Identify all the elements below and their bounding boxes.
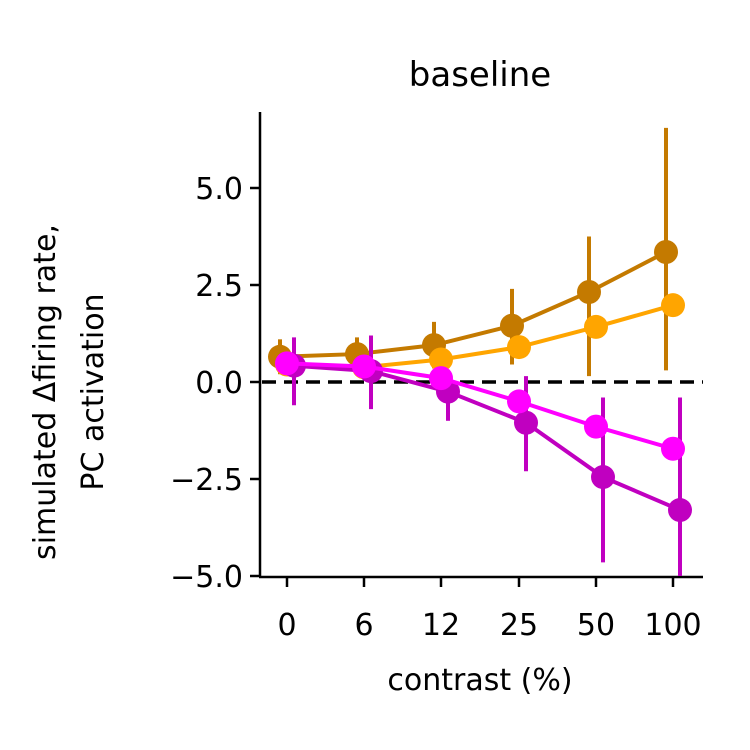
data-point: [514, 410, 538, 435]
y-axis-label-line-2: PC activation: [76, 293, 111, 490]
series-line: [286, 361, 674, 451]
data-point: [429, 347, 453, 372]
series-4: [282, 335, 692, 576]
chart-title: baseline: [409, 55, 551, 95]
y-axis-label: simulated Δfiring rate, PC activation: [28, 224, 111, 560]
data-point: [429, 366, 453, 391]
y-tick-label: −5.0: [170, 560, 243, 595]
y-ticks: −5.0 −2.5 0.0 2.5 5.0: [170, 172, 260, 595]
series-1: [268, 127, 678, 377]
x-tick-label: 12: [422, 608, 460, 643]
data-point: [275, 351, 299, 376]
y-tick-label: 5.0: [195, 172, 243, 207]
data-point: [668, 498, 692, 523]
data-point: [507, 335, 531, 360]
data-point: [661, 436, 685, 461]
x-tick-label: 0: [277, 608, 296, 643]
data-point: [577, 279, 601, 304]
y-tick-label: 2.5: [195, 269, 243, 304]
data-point: [584, 314, 608, 339]
data-point: [352, 354, 376, 379]
series-line: [279, 250, 667, 359]
plot-area: [262, 127, 703, 576]
x-ticks: 0 6 12 25 50 100: [277, 577, 702, 643]
x-tick-label: 6: [354, 608, 373, 643]
data-point: [591, 465, 615, 490]
series-3: [275, 351, 685, 461]
y-axis-label-line-1: simulated Δfiring rate,: [28, 224, 63, 560]
y-tick-label: −2.5: [170, 463, 243, 498]
data-point: [500, 313, 524, 338]
y-tick-label: 0.0: [195, 366, 243, 401]
x-axis-label: contrast (%): [387, 663, 572, 698]
series-line: [293, 363, 681, 512]
data-point: [584, 414, 608, 439]
series-line: [286, 303, 674, 370]
data-point: [661, 293, 685, 318]
x-tick-label: 25: [500, 608, 538, 643]
x-tick-label: 100: [644, 608, 701, 643]
data-point: [507, 389, 531, 414]
data-point: [654, 240, 678, 265]
x-tick-label: 50: [577, 608, 615, 643]
